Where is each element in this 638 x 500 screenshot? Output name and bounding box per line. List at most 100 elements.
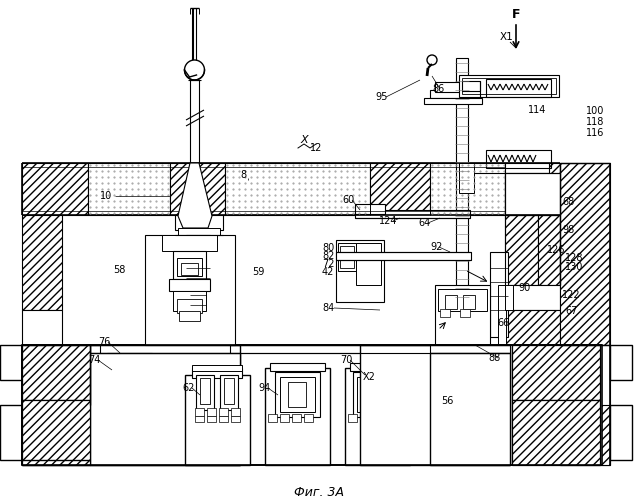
Bar [107,353,152,408]
Bar [175,215,223,230]
Bar [131,389,143,397]
Bar [219,416,228,422]
Bar [430,163,505,215]
Text: 128: 128 [565,253,584,263]
Bar [505,173,560,215]
Text: 100: 100 [586,106,604,116]
Bar [195,416,204,422]
Bar [363,382,381,407]
Text: 126: 126 [547,245,565,255]
Bar [440,309,450,317]
Bar [538,215,560,285]
Bar [169,279,210,291]
Bar [185,375,250,465]
Bar [188,325,208,337]
Bar [270,363,325,371]
Text: 42: 42 [322,267,334,277]
Bar [184,315,212,325]
Text: 90: 90 [518,283,530,293]
Bar [505,285,560,310]
Bar [292,414,301,422]
Bar [90,345,240,465]
Bar [22,345,90,465]
Bar [355,204,385,214]
Bar [268,414,277,422]
Bar [560,345,610,465]
Text: Фиг. 3А: Фиг. 3А [294,486,344,498]
Bar [280,414,289,422]
Bar [113,359,125,381]
Bar [370,163,430,215]
Text: 64: 64 [418,218,430,228]
Bar [190,80,199,163]
Bar [350,363,405,371]
Bar [131,359,143,381]
Text: 58: 58 [113,265,126,275]
Bar [275,372,320,417]
Bar [186,235,210,315]
Bar [512,345,600,400]
Bar [0,405,22,460]
Text: 74: 74 [88,355,100,365]
Bar [22,400,90,465]
Bar [22,345,602,465]
Bar [219,408,228,416]
Bar [348,414,357,422]
Bar [177,299,202,313]
Text: 60: 60 [342,195,354,205]
Text: 80: 80 [322,243,334,253]
Bar [220,375,238,410]
Bar [486,79,551,97]
Bar [192,365,242,371]
Bar [512,400,600,465]
Bar [207,408,216,416]
Bar [438,289,487,311]
Bar [384,414,393,422]
Bar [179,311,200,321]
Bar [190,337,206,345]
Bar [178,228,220,236]
Bar [462,78,556,94]
Bar [181,263,198,275]
Text: 82: 82 [322,251,334,261]
Bar [356,243,381,285]
Bar [0,345,22,380]
Bar [280,377,315,412]
Bar [110,356,149,386]
Bar [224,378,234,404]
Text: 116: 116 [586,128,604,138]
Bar [200,378,210,404]
Bar [88,163,170,215]
Bar [459,75,559,97]
Text: 95: 95 [375,92,387,102]
Bar [435,285,490,345]
Bar [355,210,470,218]
Bar [486,150,551,168]
Text: 114: 114 [528,105,546,115]
Bar [505,310,560,345]
Bar [145,235,235,345]
Bar [353,372,398,417]
Bar [360,414,369,422]
Text: 66: 66 [497,318,509,328]
Text: 92: 92 [430,242,442,252]
Text: 124: 124 [379,216,397,226]
Bar [459,163,549,173]
Bar [100,345,230,355]
Bar [113,389,125,397]
Text: 68: 68 [562,197,574,207]
Bar [610,345,632,380]
Bar [498,285,506,345]
Bar [505,215,538,285]
Text: 72: 72 [322,259,334,269]
Bar [430,345,510,353]
Bar [424,98,482,104]
Bar [22,345,90,400]
Bar [22,310,62,345]
Bar [505,345,560,400]
Text: 62: 62 [182,383,195,393]
Text: 8: 8 [240,170,246,180]
Bar [445,295,457,309]
Bar [360,345,510,465]
Bar [463,295,475,309]
